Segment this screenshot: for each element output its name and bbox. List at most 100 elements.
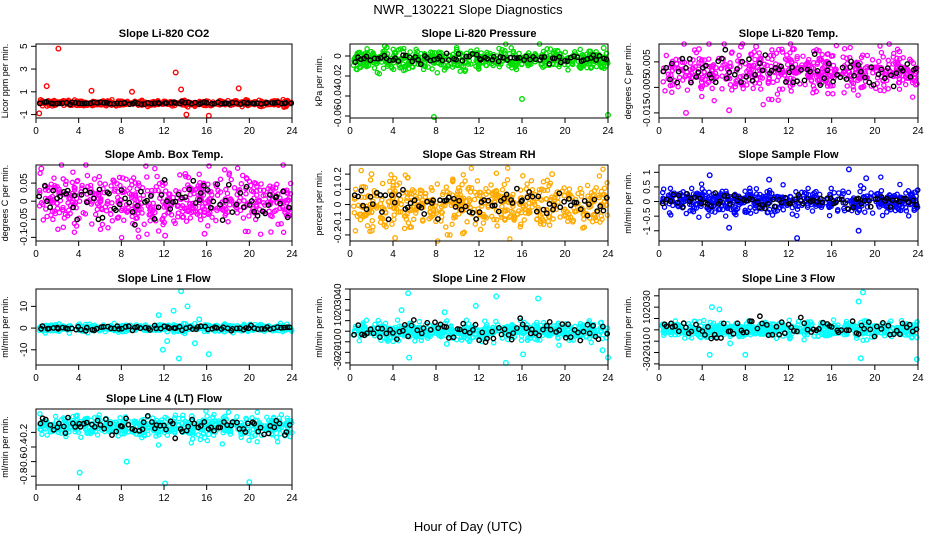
reference-point	[878, 194, 885, 200]
reference-point	[771, 203, 778, 210]
data-point	[187, 201, 193, 207]
data-point	[172, 220, 178, 227]
data-point	[270, 186, 276, 192]
data-point	[454, 61, 461, 68]
reference-point	[161, 176, 168, 183]
outlier-point	[406, 354, 413, 361]
data-point	[897, 181, 903, 188]
y-tick-label: -10	[19, 342, 30, 357]
data-point	[258, 181, 264, 187]
reference-point	[778, 63, 784, 70]
data-point	[770, 52, 777, 59]
data-point	[881, 82, 887, 88]
reference-point	[603, 56, 610, 63]
reference-point	[72, 99, 79, 106]
reference-point	[596, 53, 603, 59]
reference-point	[556, 190, 563, 197]
data-point	[684, 87, 691, 93]
reference-point	[284, 214, 291, 221]
reference-point	[169, 199, 176, 206]
reference-point	[866, 79, 873, 86]
reference-point	[407, 200, 414, 207]
x-tick-label: 0	[33, 249, 39, 260]
data-point	[270, 184, 276, 190]
reference-point	[887, 204, 894, 211]
data-point	[134, 215, 140, 221]
data-point	[495, 192, 502, 199]
reference-point	[406, 54, 413, 61]
outlier-point	[493, 293, 500, 300]
data-point	[499, 187, 506, 193]
reference-point	[126, 199, 133, 206]
outlier-point	[726, 107, 733, 114]
data-point	[236, 198, 242, 205]
data-point	[804, 204, 811, 210]
reference-point	[107, 325, 114, 332]
data-point	[752, 56, 758, 63]
data-point	[705, 212, 711, 219]
data-point	[545, 218, 551, 225]
reference-point	[862, 74, 868, 81]
data-point	[71, 229, 78, 235]
reference-point	[674, 79, 681, 86]
reference-point	[424, 319, 431, 326]
data-point	[667, 185, 674, 192]
data-point	[376, 70, 383, 77]
data-point	[123, 176, 129, 182]
outlier-point	[178, 86, 185, 93]
y-tick-label: -0.05	[19, 207, 30, 230]
reference-point	[207, 204, 214, 211]
data-point	[893, 203, 900, 209]
data-point	[794, 55, 800, 62]
data-point	[494, 223, 500, 229]
data-point	[117, 182, 123, 189]
y-tick-label: 5	[19, 43, 30, 49]
data-point	[885, 57, 892, 64]
data-point	[751, 49, 757, 55]
data-point	[739, 82, 745, 88]
reference-point	[826, 60, 832, 67]
data-point	[501, 181, 508, 188]
data-point	[361, 323, 368, 330]
data-point	[579, 326, 586, 332]
panel-title: Slope Li-820 CO2	[119, 28, 209, 40]
reference-point	[526, 189, 533, 195]
data-point	[132, 180, 139, 186]
data-point	[147, 211, 154, 218]
data-point	[520, 173, 526, 179]
data-point	[152, 165, 158, 172]
data-point	[523, 186, 530, 192]
data-point	[698, 181, 705, 187]
data-point	[683, 210, 690, 217]
reference-point	[845, 206, 852, 213]
x-tick-label: 8	[119, 126, 125, 137]
reference-point	[546, 200, 553, 207]
data-point	[187, 191, 194, 198]
data-point	[547, 214, 553, 220]
reference-point	[204, 186, 211, 193]
data-point	[116, 174, 123, 181]
reference-point	[118, 187, 125, 194]
panel-3: Slope Li-820 Temp.degrees C per min.0 4 8 1…	[623, 28, 924, 137]
data-point	[377, 320, 383, 327]
reference-point	[379, 209, 385, 215]
data-point	[54, 205, 61, 212]
data-point	[197, 183, 204, 189]
x-tick-label: 20	[244, 249, 256, 260]
outlier-point	[855, 227, 862, 234]
data-point	[62, 181, 69, 188]
data-point	[112, 186, 118, 193]
data-point	[369, 217, 375, 224]
data-point	[805, 56, 812, 63]
reference-point	[94, 100, 101, 106]
data-point	[240, 215, 247, 221]
reference-point	[660, 68, 667, 75]
data-point	[179, 214, 186, 221]
data-point	[60, 204, 66, 211]
data-point	[727, 81, 734, 88]
data-point	[598, 213, 605, 219]
data-point	[82, 211, 89, 217]
x-tick-label: 16	[201, 126, 213, 137]
data-point	[594, 327, 601, 333]
data-point	[108, 211, 114, 218]
